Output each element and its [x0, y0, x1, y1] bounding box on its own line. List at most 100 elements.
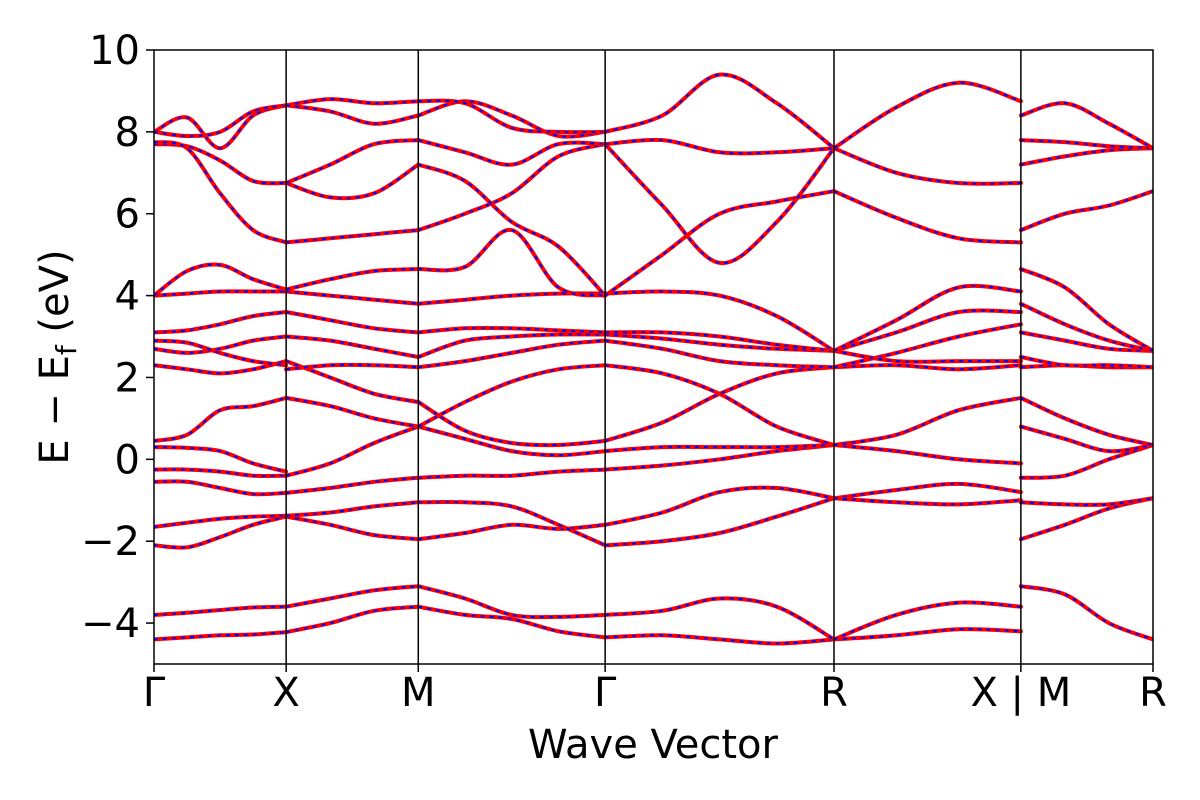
band-line-blue-dashed — [605, 290, 835, 352]
y-tick-label: 10 — [89, 28, 140, 74]
band-line-blue-dashed — [285, 605, 419, 634]
band-line-blue-dashed — [605, 331, 835, 352]
y-tick-label: −4 — [81, 601, 140, 647]
band-line-blue-dashed — [1020, 585, 1153, 641]
band-line-blue-dashed — [285, 515, 419, 541]
y-axis-label-unit: (eV) — [32, 249, 78, 345]
band-line-blue-dashed — [1020, 396, 1153, 446]
band-line-blue-dashed — [833, 349, 1021, 363]
band-line-blue-dashed — [1020, 356, 1153, 369]
band-line-blue-dashed — [154, 360, 287, 375]
band-line-blue-dashed — [154, 290, 287, 297]
y-tick-label: 2 — [115, 355, 140, 401]
band-line-blue-dashed — [833, 284, 1021, 352]
band-line-blue-dashed — [833, 482, 1022, 500]
band-line-blue-dashed — [154, 514, 287, 528]
band-line-blue-dashed — [605, 333, 835, 352]
band-line-blue-dashed — [285, 585, 419, 608]
band-line-red — [416, 604, 608, 640]
plot-background — [154, 50, 1153, 664]
y-axis: −4 −2 0 2 4 6 8 10 — [81, 28, 154, 647]
band-line-blue-dashed — [1020, 147, 1153, 166]
band-line-blue-dashed — [418, 523, 606, 541]
band-line-red — [416, 332, 608, 359]
y-tick-label: 4 — [115, 274, 140, 320]
kpoint-lines — [285, 50, 1022, 664]
band-line-blue-dashed — [833, 396, 1022, 446]
x-axis: Γ X M Γ R X | M R — [143, 664, 1167, 716]
band-line-blue-dashed — [154, 605, 287, 616]
band-line-blue-dashed — [154, 311, 287, 334]
band-line-blue-dashed — [833, 444, 1021, 465]
band-line-blue-dashed — [286, 335, 419, 358]
band-line-blue-dashed — [154, 143, 287, 185]
band-line-red — [416, 363, 608, 429]
band-line-blue-dashed — [417, 401, 606, 447]
band-line-blue-dashed — [154, 263, 287, 297]
band-line-blue-dashed — [417, 100, 606, 138]
band-line-blue-dashed — [605, 597, 835, 641]
band-line-blue-dashed — [285, 163, 419, 200]
band-line-blue-dashed — [418, 99, 606, 134]
band-line-blue-dashed — [286, 229, 419, 244]
band-line-blue-dashed — [154, 396, 287, 442]
band-line-red — [154, 338, 289, 368]
band-line-blue-dashed — [285, 98, 419, 107]
band-line-blue-dashed — [417, 143, 606, 232]
band-line-blue-dashed — [605, 138, 835, 155]
band-line-blue-dashed — [154, 335, 287, 354]
y-tick-label: 6 — [115, 192, 140, 238]
band-line-blue-dashed — [285, 311, 419, 334]
band-line-blue-dashed — [285, 268, 419, 291]
band-line-blue-dashed — [154, 468, 287, 478]
band-line-blue-dashed — [285, 425, 419, 477]
band-line-blue-dashed — [286, 501, 419, 517]
band-line-blue-dashed — [833, 628, 1021, 641]
band-line-blue-dashed — [1020, 331, 1153, 352]
y-axis-label: E − Ef (eV) — [32, 249, 83, 464]
band-line-blue-dashed — [833, 309, 1021, 352]
band-line-red — [154, 514, 289, 550]
band-line-blue-dashed — [418, 468, 606, 479]
band-line-blue-dashed — [833, 147, 1021, 185]
band-line-blue-dashed — [833, 364, 1021, 371]
x-tick-label: R — [820, 670, 848, 716]
band-line-blue-dashed — [285, 476, 419, 494]
band-line-blue-dashed — [833, 497, 1021, 506]
band-line-blue-dashed — [154, 446, 287, 473]
band-line-red — [603, 365, 836, 443]
band-line-red — [603, 189, 836, 298]
y-tick-label: 0 — [115, 437, 140, 483]
band-line-blue-dashed — [833, 601, 1021, 641]
band-line-blue-dashed — [833, 81, 1022, 150]
x-tick-label: M — [401, 670, 436, 716]
plot-frame — [153, 49, 1154, 665]
y-tick-label: 8 — [115, 110, 140, 156]
band-line-blue-dashed — [1020, 268, 1153, 352]
band-line-blue-dashed — [285, 396, 419, 428]
band-line-blue-dashed — [1020, 102, 1153, 150]
band-line-blue-dashed — [605, 634, 835, 645]
band-line-blue-dashed — [604, 143, 835, 264]
band-line-blue-dashed — [154, 480, 287, 496]
bands-layer — [154, 72, 1153, 646]
band-line-red — [416, 338, 608, 370]
band-line-blue-dashed — [418, 326, 606, 334]
band-line-blue-dashed — [154, 141, 287, 244]
band-line-blue-dashed — [1020, 425, 1153, 453]
x-axis-label: Wave Vector — [528, 722, 779, 768]
band-line-blue-dashed — [417, 163, 606, 297]
band-line-blue-dashed — [1020, 139, 1153, 150]
band-line-blue-dashed — [418, 229, 606, 297]
band-line-red — [416, 424, 608, 458]
band-line-blue-dashed — [286, 363, 419, 371]
band-line-blue-dashed — [154, 104, 287, 138]
band-line-blue-dashed — [1020, 497, 1153, 506]
y-tick-label: −2 — [81, 519, 140, 565]
x-tick-label: X | M — [970, 670, 1071, 716]
x-tick-label: R — [1139, 670, 1167, 716]
band-line-blue-dashed — [154, 104, 287, 150]
band-line-blue-dashed — [1020, 190, 1153, 232]
band-line-blue-dashed — [833, 190, 1021, 244]
